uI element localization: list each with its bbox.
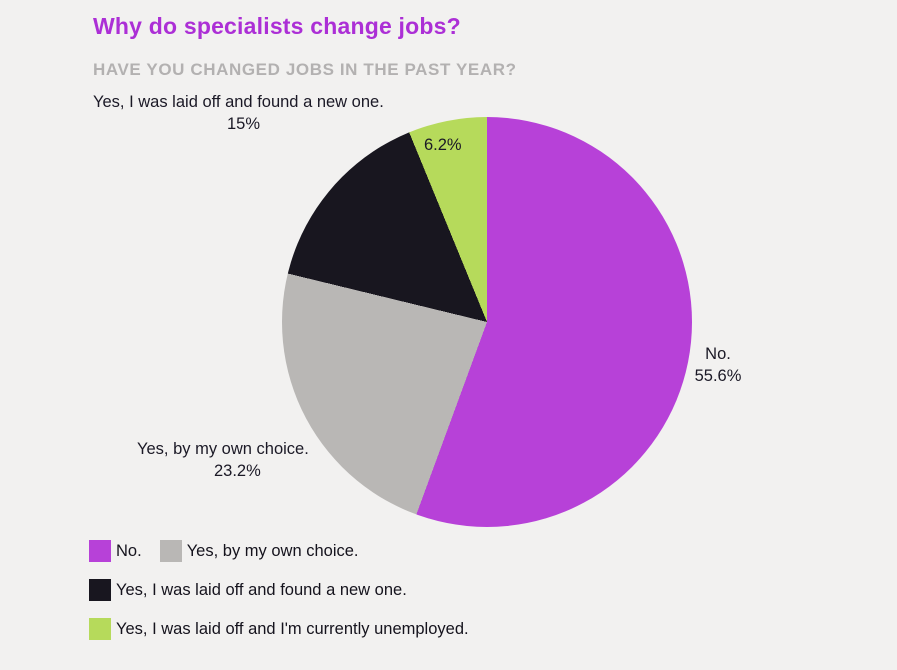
- legend-row-2: Yes, I was laid off and found a new one.: [89, 579, 407, 601]
- pie-chart: [282, 117, 692, 527]
- legend-row-3: Yes, I was laid off and I'm currently un…: [89, 618, 469, 640]
- legend-swatch-no: [89, 540, 111, 562]
- legend-swatch-own-choice: [159, 540, 182, 562]
- legend-swatch-laid-off-new: [89, 579, 111, 601]
- legend-item-laid-off-new: Yes, I was laid off and found a new one.: [89, 579, 407, 601]
- legend-row-1: No. Yes, by my own choice.: [89, 540, 359, 562]
- pie-label-own-choice-text: Yes, by my own choice.: [137, 440, 309, 458]
- legend-label-no: No.: [116, 541, 142, 560]
- legend-label-unemployed: Yes, I was laid off and I'm currently un…: [116, 619, 469, 638]
- chart-title: Why do specialists change jobs?: [93, 13, 461, 39]
- pie-label-unemployed-pct: 6.2%: [424, 136, 462, 154]
- legend-item-no: No.: [89, 540, 142, 562]
- legend-label-laid-off-new: Yes, I was laid off and found a new one.: [116, 580, 407, 599]
- legend-item-own-choice: Yes, by my own choice.: [159, 540, 359, 562]
- pie-label-no-pct: 55.6%: [694, 367, 742, 385]
- legend-label-own-choice: Yes, by my own choice.: [186, 541, 359, 560]
- pie-label-laid-off-new-text: Yes, I was laid off and found a new one.: [93, 93, 384, 111]
- pie-label-laid-off-new-pct: 15%: [227, 115, 261, 133]
- chart-subtitle: HAVE YOU CHANGED JOBS IN THE PAST YEAR?: [93, 60, 517, 79]
- legend-item-unemployed: Yes, I was laid off and I'm currently un…: [89, 618, 469, 640]
- pie-label-no-text: No.: [705, 345, 731, 363]
- pie-label-own-choice-pct: 23.2%: [214, 462, 261, 480]
- pie-label-no: No. 55.6%: [672, 343, 764, 387]
- legend-swatch-unemployed: [89, 618, 111, 640]
